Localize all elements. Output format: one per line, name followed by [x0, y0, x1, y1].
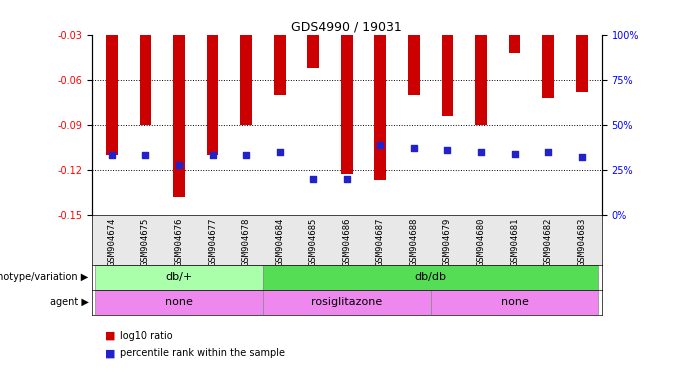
Point	[207, 152, 218, 159]
Bar	[341, 35, 353, 174]
Point	[409, 145, 420, 151]
Point	[241, 152, 252, 159]
Point	[375, 142, 386, 148]
Text: GSM904681: GSM904681	[510, 217, 519, 266]
Text: none: none	[165, 297, 193, 308]
Point	[475, 149, 486, 155]
Bar	[576, 35, 588, 92]
Text: agent ▶: agent ▶	[50, 297, 88, 308]
Text: GSM904687: GSM904687	[376, 217, 385, 266]
Bar	[475, 35, 487, 125]
Text: GSM904683: GSM904683	[577, 217, 586, 266]
Text: db/+: db/+	[165, 272, 192, 283]
Bar	[509, 35, 520, 53]
Text: ■: ■	[105, 331, 116, 341]
Point	[308, 176, 319, 182]
Text: GSM904685: GSM904685	[309, 217, 318, 266]
Bar	[375, 35, 386, 180]
Text: GSM904682: GSM904682	[543, 217, 553, 266]
Text: log10 ratio: log10 ratio	[120, 331, 173, 341]
Bar	[106, 35, 118, 155]
Text: none: none	[500, 297, 528, 308]
Bar	[430, 290, 598, 315]
Bar	[95, 265, 263, 290]
Point	[543, 149, 554, 155]
Point	[107, 152, 118, 159]
Text: GSM904678: GSM904678	[241, 217, 251, 266]
Title: GDS4990 / 19031: GDS4990 / 19031	[292, 20, 402, 33]
Bar	[274, 35, 286, 95]
Bar	[263, 265, 598, 290]
Text: GSM904680: GSM904680	[477, 217, 486, 266]
Bar	[542, 35, 554, 98]
Text: GSM904675: GSM904675	[141, 217, 150, 266]
Text: GSM904686: GSM904686	[342, 217, 352, 266]
Text: GSM904674: GSM904674	[107, 217, 116, 266]
Point	[173, 161, 184, 167]
Point	[274, 149, 285, 155]
Bar	[173, 35, 185, 197]
Text: GSM904688: GSM904688	[409, 217, 418, 266]
Bar	[307, 35, 319, 68]
Point	[341, 176, 352, 182]
Bar	[139, 35, 152, 125]
Text: ■: ■	[105, 348, 116, 358]
Bar	[240, 35, 252, 125]
Bar	[263, 290, 430, 315]
Text: percentile rank within the sample: percentile rank within the sample	[120, 348, 286, 358]
Point	[442, 147, 453, 153]
Text: GSM904676: GSM904676	[175, 217, 184, 266]
Bar	[441, 35, 454, 116]
Text: GSM904677: GSM904677	[208, 217, 217, 266]
Point	[576, 154, 587, 161]
Text: genotype/variation ▶: genotype/variation ▶	[0, 272, 88, 283]
Point	[140, 152, 151, 159]
Bar	[207, 35, 218, 155]
Point	[509, 151, 520, 157]
Text: GSM904679: GSM904679	[443, 217, 452, 266]
Text: rosiglitazone: rosiglitazone	[311, 297, 382, 308]
Bar	[95, 290, 263, 315]
Bar	[408, 35, 420, 95]
Text: GSM904684: GSM904684	[275, 217, 284, 266]
Text: db/db: db/db	[415, 272, 447, 283]
